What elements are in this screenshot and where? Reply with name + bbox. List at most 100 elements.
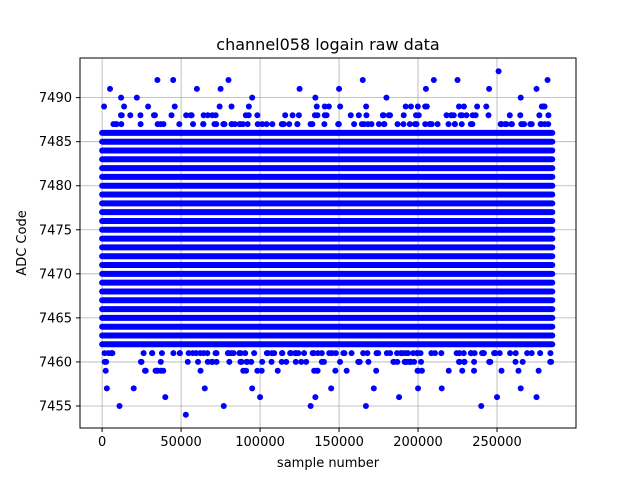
- data-point: [185, 350, 192, 357]
- data-point: [355, 358, 362, 365]
- data-point: [360, 350, 367, 357]
- data-point: [325, 103, 332, 110]
- data-point: [295, 112, 302, 119]
- data-point-outlier: [312, 394, 319, 401]
- data-point: [373, 367, 380, 374]
- data-point: [244, 121, 251, 128]
- y-axis-title: ADC Code: [15, 210, 30, 275]
- data-point-outlier: [454, 77, 461, 84]
- data-point-outlier: [193, 85, 200, 92]
- data-point: [453, 350, 460, 357]
- data-point: [423, 103, 430, 110]
- data-point: [184, 358, 191, 365]
- data-point: [418, 358, 425, 365]
- data-point: [434, 121, 441, 128]
- data-point-outlier: [162, 394, 169, 401]
- data-point-outlier: [257, 394, 264, 401]
- data-point-outlier: [249, 94, 256, 101]
- data-point: [422, 121, 429, 128]
- data-point: [204, 112, 211, 119]
- data-point: [151, 112, 158, 119]
- data-point: [298, 358, 305, 365]
- data-point: [237, 358, 244, 365]
- data-point: [458, 121, 465, 128]
- data-point: [278, 358, 285, 365]
- data-point-outlier: [478, 402, 485, 409]
- data-point-outlier: [249, 385, 256, 392]
- data-point: [547, 350, 554, 357]
- x-tick-label: 200000: [393, 435, 443, 450]
- data-point: [197, 350, 204, 357]
- data-point: [286, 121, 293, 128]
- data-point: [259, 358, 266, 365]
- data-point: [194, 358, 201, 365]
- data-point-outlier: [201, 385, 208, 392]
- data-point: [492, 350, 499, 357]
- data-point: [460, 350, 467, 357]
- y-tick-label: 7490: [39, 91, 72, 106]
- data-point-outlier: [217, 85, 224, 92]
- data-point: [313, 103, 320, 110]
- data-point: [415, 112, 422, 119]
- data-point: [438, 350, 445, 357]
- data-point: [245, 103, 252, 110]
- data-point: [358, 121, 365, 128]
- y-tick-label: 7480: [39, 179, 72, 194]
- data-point: [242, 350, 249, 357]
- data-point: [337, 358, 344, 365]
- data-point: [176, 121, 183, 128]
- data-point-outlier: [182, 411, 189, 418]
- data-point: [541, 103, 548, 110]
- data-point: [407, 358, 414, 365]
- data-point: [538, 121, 545, 128]
- data-point-outlier: [116, 402, 123, 409]
- data-point: [318, 350, 325, 357]
- data-point: [258, 367, 265, 374]
- data-point: [348, 350, 355, 357]
- data-point-outlier: [107, 85, 114, 92]
- data-point-outlier: [328, 385, 335, 392]
- data-point: [240, 367, 247, 374]
- data-point: [364, 350, 371, 357]
- data-point: [137, 112, 144, 119]
- data-point: [101, 358, 108, 365]
- data-point: [154, 121, 161, 128]
- data-point-outlier: [154, 77, 161, 84]
- data-point: [512, 358, 519, 365]
- data-point: [343, 367, 350, 374]
- data-point: [212, 112, 219, 119]
- data-point: [209, 358, 216, 365]
- x-tick-label: 50000: [160, 435, 201, 450]
- data-point: [294, 121, 301, 128]
- data-point-outlier: [220, 402, 227, 409]
- data-point-outlier: [336, 85, 343, 92]
- data-point: [237, 121, 244, 128]
- data-point: [142, 367, 149, 374]
- data-point-outlier: [383, 94, 390, 101]
- data-point: [512, 350, 519, 357]
- data-point: [318, 358, 325, 365]
- x-tick-label: 250000: [472, 435, 522, 450]
- data-point: [469, 121, 476, 128]
- data-point: [467, 350, 474, 357]
- data-point: [394, 358, 401, 365]
- data-point: [183, 112, 190, 119]
- data-point: [485, 112, 492, 119]
- data-point: [323, 112, 330, 119]
- data-point: [259, 121, 266, 128]
- data-point: [309, 121, 316, 128]
- data-point: [176, 350, 183, 357]
- data-point: [351, 121, 358, 128]
- data-point: [105, 350, 112, 357]
- data-point: [402, 103, 409, 110]
- data-point: [469, 112, 476, 119]
- data-point: [154, 367, 161, 374]
- data-point: [548, 358, 555, 365]
- data-point: [537, 350, 544, 357]
- data-point: [187, 112, 194, 119]
- data-point-outlier: [495, 68, 502, 75]
- data-point: [397, 350, 404, 357]
- data-point: [515, 367, 522, 374]
- data-point: [303, 358, 310, 365]
